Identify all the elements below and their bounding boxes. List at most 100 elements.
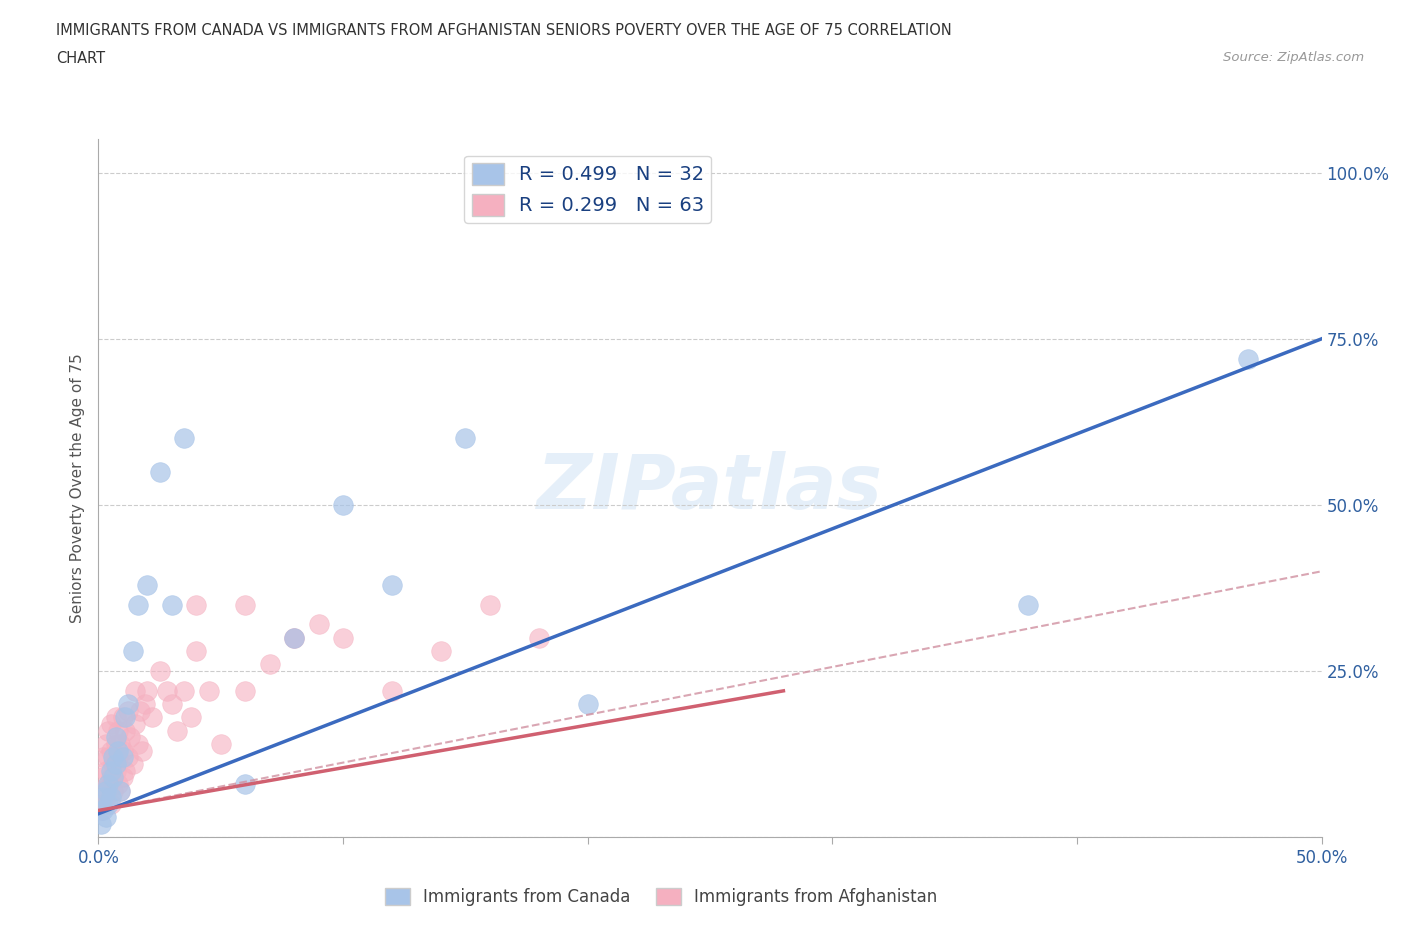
Point (141, 710, 163, 724)
Point (186, 644, 208, 658)
Point (332, 498, 354, 512)
Point (97, 777, 120, 791)
Point (308, 617, 330, 631)
Point (173, 684, 195, 698)
Point (97, 724, 120, 738)
Point (134, 697, 156, 711)
Point (104, 730, 127, 745)
Point (283, 631, 305, 645)
Y-axis label: Seniors Poverty Over the Age of 75: Seniors Poverty Over the Age of 75 (69, 353, 84, 623)
Point (114, 724, 136, 738)
Point (101, 783, 124, 798)
Point (94, 810, 117, 825)
Text: ZIPatlas: ZIPatlas (537, 451, 883, 525)
Point (94, 764, 117, 778)
Point (430, 644, 453, 658)
Point (90, 803, 112, 817)
Point (160, 597, 183, 612)
Point (100, 764, 122, 778)
Point (186, 597, 208, 612)
Point (136, 578, 159, 592)
Point (97, 777, 120, 791)
Point (454, 431, 477, 445)
Point (107, 750, 129, 764)
Point (1017, 597, 1039, 612)
Point (332, 631, 354, 645)
Point (129, 703, 152, 718)
Point (166, 724, 188, 738)
Point (100, 770, 122, 785)
Point (120, 730, 142, 745)
Point (104, 710, 127, 724)
Point (91, 790, 114, 804)
Point (111, 770, 134, 785)
Point (160, 697, 183, 711)
Point (127, 597, 149, 612)
Point (233, 777, 256, 791)
Point (94, 783, 117, 798)
Point (1237, 352, 1260, 366)
Point (117, 750, 139, 764)
Point (131, 743, 153, 758)
Point (111, 710, 134, 724)
Point (107, 724, 129, 738)
Point (104, 764, 127, 778)
Point (100, 790, 122, 804)
Point (97, 796, 120, 811)
Point (111, 750, 134, 764)
Point (97, 750, 120, 764)
Point (104, 737, 127, 751)
Point (381, 684, 404, 698)
Point (110, 783, 132, 798)
Point (121, 756, 143, 771)
Point (149, 663, 172, 678)
Point (283, 631, 305, 645)
Point (94, 737, 117, 751)
Point (209, 737, 232, 751)
Point (100, 717, 122, 732)
Point (124, 684, 146, 698)
Point (576, 697, 599, 711)
Point (91, 796, 114, 811)
Point (478, 597, 501, 612)
Point (100, 796, 122, 811)
Point (527, 631, 550, 645)
Point (117, 703, 139, 718)
Text: IMMIGRANTS FROM CANADA VS IMMIGRANTS FROM AFGHANISTAN SENIORS POVERTY OVER THE A: IMMIGRANTS FROM CANADA VS IMMIGRANTS FRO… (56, 23, 952, 38)
Point (381, 578, 404, 592)
Point (94, 790, 117, 804)
Point (101, 770, 124, 785)
Point (101, 750, 124, 764)
Text: Source: ZipAtlas.com: Source: ZipAtlas.com (1223, 51, 1364, 64)
Point (91, 750, 114, 764)
Point (259, 657, 281, 671)
Point (91, 770, 114, 785)
Point (121, 644, 143, 658)
Point (110, 737, 132, 751)
Point (180, 710, 202, 724)
Point (110, 783, 132, 798)
Point (104, 756, 127, 771)
Point (101, 756, 124, 771)
Point (124, 717, 146, 732)
Point (90, 817, 112, 831)
Point (90, 783, 112, 798)
Point (127, 737, 149, 751)
Legend: Immigrants from Canada, Immigrants from Afghanistan: Immigrants from Canada, Immigrants from … (378, 881, 943, 912)
Point (111, 743, 134, 758)
Point (233, 597, 256, 612)
Point (233, 684, 256, 698)
Point (107, 743, 129, 758)
Point (156, 684, 179, 698)
Point (149, 464, 172, 479)
Point (91, 803, 114, 817)
Point (114, 764, 136, 778)
Text: CHART: CHART (56, 51, 105, 66)
Point (107, 777, 129, 791)
Point (136, 684, 159, 698)
Point (114, 710, 136, 724)
Point (173, 431, 195, 445)
Point (117, 697, 139, 711)
Point (100, 743, 122, 758)
Point (197, 684, 219, 698)
